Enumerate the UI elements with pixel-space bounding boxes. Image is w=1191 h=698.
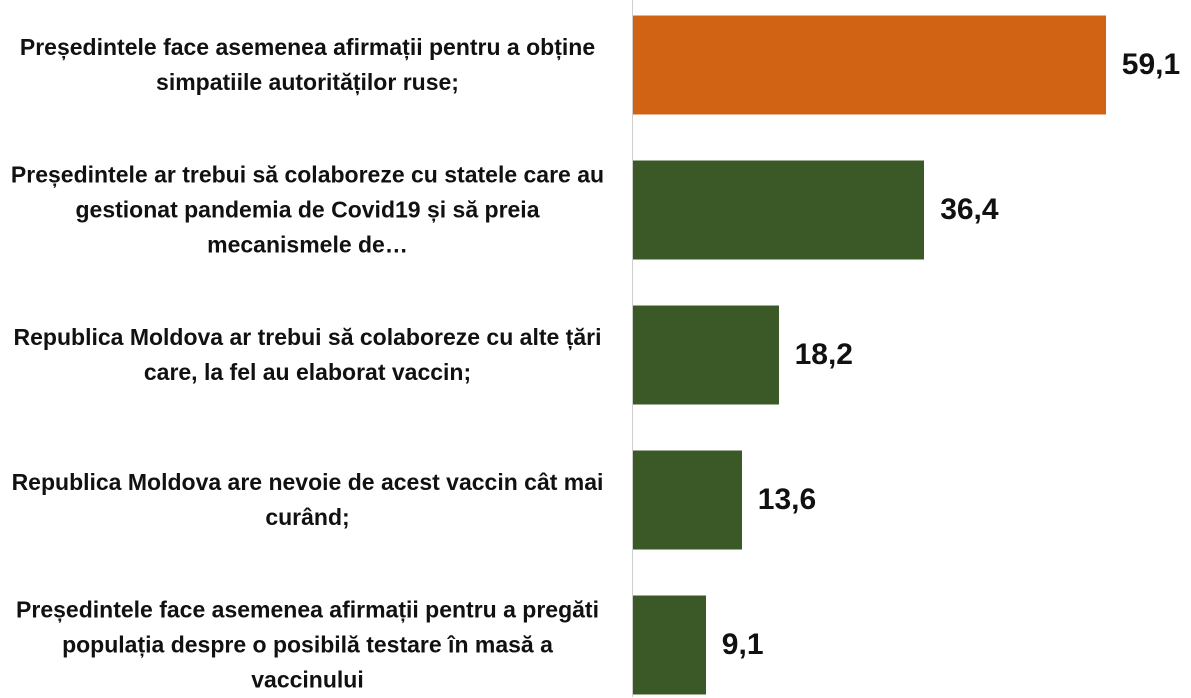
- value-label: 36,4: [940, 193, 999, 226]
- value-label: 9,1: [721, 628, 764, 661]
- bar: [633, 595, 706, 695]
- value-label: 13,6: [757, 483, 817, 516]
- value-label: 18,2: [794, 338, 853, 371]
- category-label: Republica Moldova are nevoie de acest va…: [11, 469, 604, 530]
- category-label: Președintele ar trebui să colaboreze cu …: [10, 161, 605, 258]
- category-label: Președintele face asemenea afirmații pen…: [19, 34, 596, 95]
- bar: [633, 15, 1106, 115]
- bar: [633, 305, 779, 405]
- axis-line: [632, 0, 633, 697]
- bar: [633, 450, 742, 550]
- value-label: 59,1: [1121, 48, 1181, 81]
- category-label: Republica Moldova ar trebui să colaborez…: [13, 324, 602, 385]
- category-label: Președintele face asemenea afirmații pen…: [16, 596, 599, 693]
- bar: [633, 160, 925, 260]
